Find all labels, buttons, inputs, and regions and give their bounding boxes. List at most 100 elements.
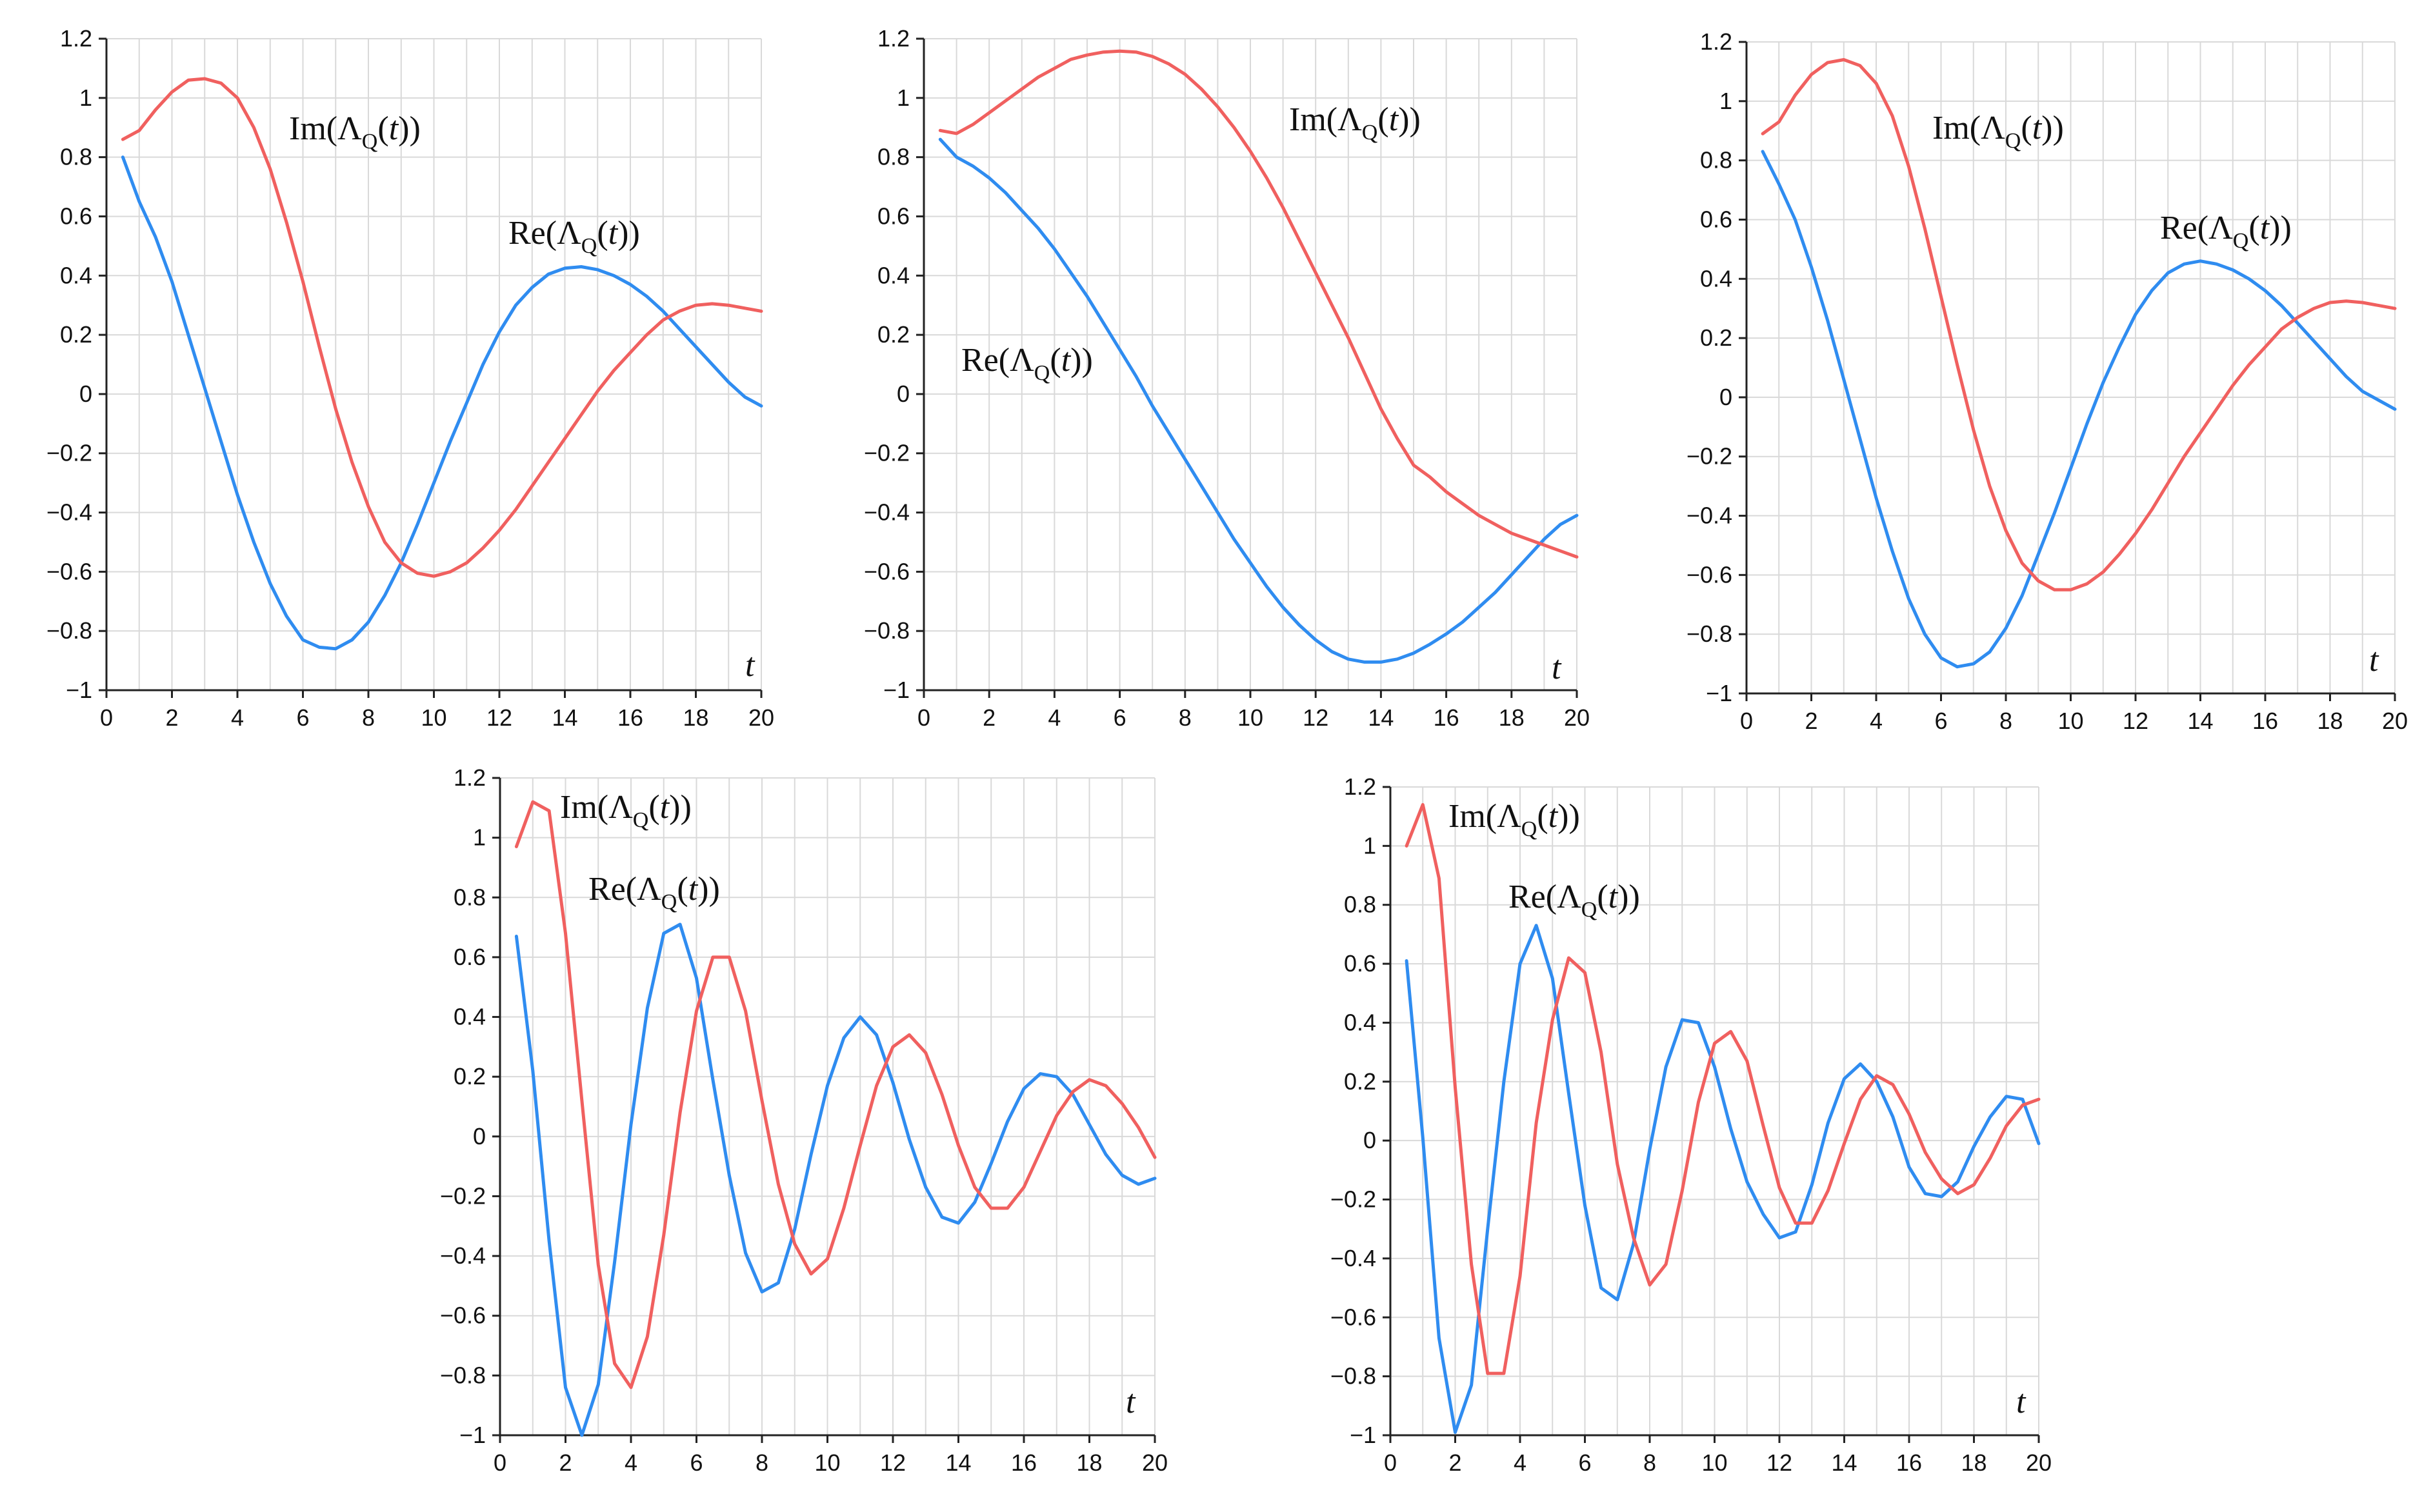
x-tick-label: 2: [165, 704, 178, 731]
y-tick-label: 0.6: [60, 203, 92, 229]
y-tick-label: −1: [1350, 1422, 1376, 1448]
x-tick-label: 12: [486, 704, 512, 731]
y-tick-label: 0.8: [1344, 891, 1376, 918]
x-tick-label: 10: [2057, 708, 2083, 734]
x-tick-label: 6: [1934, 708, 1947, 734]
x-tick-label: 4: [1514, 1449, 1526, 1476]
y-tick-label: 1.2: [1700, 28, 1732, 55]
y-tick-label: −0.2: [864, 440, 910, 466]
series-line-im: [514, 800, 1157, 1389]
x-axis-label: t: [2016, 1384, 2027, 1420]
x-tick-label: 14: [1831, 1449, 1857, 1476]
y-tick-label: −0.6: [1686, 561, 1732, 588]
y-tick-label: 1.2: [877, 25, 910, 52]
x-tick-label: 16: [1011, 1449, 1037, 1476]
x-tick-label: 6: [690, 1449, 703, 1476]
y-tick-label: −0.8: [46, 617, 92, 644]
label-re: Re(ΛQ(t)): [2160, 210, 2292, 253]
x-tick-label: 10: [421, 704, 446, 731]
x-tick-label: 20: [1564, 704, 1590, 731]
label-re: Re(ΛQ(t)): [508, 215, 640, 258]
x-tick-label: 10: [1237, 704, 1263, 731]
x-tick-label: 0: [100, 704, 113, 731]
x-tick-label: 18: [1499, 704, 1525, 731]
x-tick-label: 12: [1766, 1449, 1792, 1476]
x-tick-label: 6: [1114, 704, 1126, 731]
y-tick-label: −0.2: [1686, 443, 1732, 470]
y-tick-label: 0.6: [877, 203, 910, 229]
y-tick-label: −0.4: [1330, 1245, 1376, 1271]
y-tick-label: −0.4: [46, 499, 92, 526]
label-re: Re(ΛQ(t)): [588, 871, 720, 914]
x-tick-label: 8: [756, 1449, 768, 1476]
x-tick-label: 4: [1870, 708, 1883, 734]
x-tick-label: 2: [559, 1449, 572, 1476]
y-tick-label: −0.6: [864, 558, 910, 584]
x-tick-label: 8: [362, 704, 375, 731]
x-tick-label: 12: [1303, 704, 1328, 731]
label-im: Im(ΛQ(t)): [560, 789, 692, 832]
y-tick-label: 0.4: [454, 1004, 486, 1030]
y-tick-label: −1: [883, 677, 910, 703]
label-im: Im(ΛQ(t)): [1289, 101, 1421, 144]
y-tick-label: 1: [1363, 832, 1376, 859]
x-tick-label: 18: [1961, 1449, 1987, 1476]
x-tick-label: 14: [945, 1449, 971, 1476]
x-tick-label: 4: [625, 1449, 637, 1476]
panel-top-middle: 1.2 1 0.8 0.6 0.4 0.2 0 −0.2 −0.4 −0.6 −0.8 −1 0 2 4 6 8…: [864, 25, 1590, 731]
y-tick-label: 1.2: [1344, 773, 1376, 800]
y-tick-label: 0.2: [454, 1063, 486, 1089]
y-tick-label: 0.8: [454, 884, 486, 910]
x-tick-label: 8: [1999, 708, 2012, 734]
x-tick-label: 20: [748, 704, 774, 731]
x-tick-label: 16: [1434, 704, 1459, 731]
x-tick-label: 2: [1805, 708, 1817, 734]
y-tick-label: −1: [459, 1422, 486, 1448]
y-tick-label: −0.2: [1330, 1186, 1376, 1213]
y-tick-label: 0.8: [877, 144, 910, 170]
y-tick-label: 0: [1363, 1127, 1376, 1153]
x-tick-label: 10: [814, 1449, 840, 1476]
label-im: Im(ΛQ(t)): [1448, 798, 1580, 841]
y-tick-label: 0.4: [60, 262, 92, 288]
label-re: Re(ΛQ(t)): [961, 342, 1093, 385]
y-tick-label: −0.8: [864, 617, 910, 644]
x-tick-label: 14: [552, 704, 577, 731]
panel-bottom-right: 1.2 1 0.8 0.6 0.4 0.2 0 −0.2 −0.4 −0.6 −0.8 −1 0 2 4 6 8…: [1330, 773, 2052, 1476]
y-tick-label: 1.2: [60, 25, 92, 52]
label-re: Re(ΛQ(t)): [1508, 879, 1640, 922]
panel-top-left: 1.2 1 0.8 0.6 0.4 0.2 0 −0.2 −0.4 −0.6 −0.8 −1 0 2 4 6 8…: [46, 25, 774, 731]
y-tick-label: −0.8: [1686, 621, 1732, 647]
series-line-re: [514, 922, 1157, 1437]
series-line-re: [1761, 150, 2397, 669]
x-tick-label: 2: [983, 704, 996, 731]
x-tick-label: 18: [683, 704, 708, 731]
x-tick-label: 16: [1896, 1449, 1922, 1476]
y-tick-label: −0.4: [864, 499, 910, 526]
y-tick-label: −0.6: [1330, 1304, 1376, 1330]
y-tick-label: 0.8: [1700, 147, 1732, 174]
x-axis-label: t: [2369, 642, 2379, 679]
y-tick-label: 1.2: [454, 764, 486, 791]
x-tick-label: 4: [1048, 704, 1061, 731]
x-tick-label: 18: [1076, 1449, 1102, 1476]
series-line-re: [1405, 924, 2041, 1434]
y-tick-label: 1: [473, 824, 486, 851]
x-axis-label: t: [1552, 650, 1562, 686]
y-tick-label: 1: [1719, 88, 1732, 114]
y-tick-label: 0.4: [877, 262, 910, 288]
label-im: Im(ΛQ(t)): [289, 110, 421, 154]
y-tick-label: −0.8: [1330, 1363, 1376, 1389]
y-tick-label: 0.4: [1700, 265, 1732, 292]
series-line-im: [1761, 58, 2397, 592]
y-tick-label: 0: [897, 381, 910, 407]
x-tick-label: 8: [1643, 1449, 1656, 1476]
x-tick-label: 10: [1701, 1449, 1727, 1476]
x-tick-label: 16: [2252, 708, 2278, 734]
y-tick-label: −0.4: [1686, 502, 1732, 529]
y-tick-label: −0.6: [46, 558, 92, 584]
x-tick-label: 20: [1142, 1449, 1168, 1476]
x-tick-label: 0: [494, 1449, 506, 1476]
panel-bottom-left: 1.2 1 0.8 0.6 0.4 0.2 0 −0.2 −0.4 −0.6 −0.8 −1 0 2 4 6 8…: [440, 764, 1168, 1476]
y-tick-label: 0.6: [1344, 950, 1376, 977]
